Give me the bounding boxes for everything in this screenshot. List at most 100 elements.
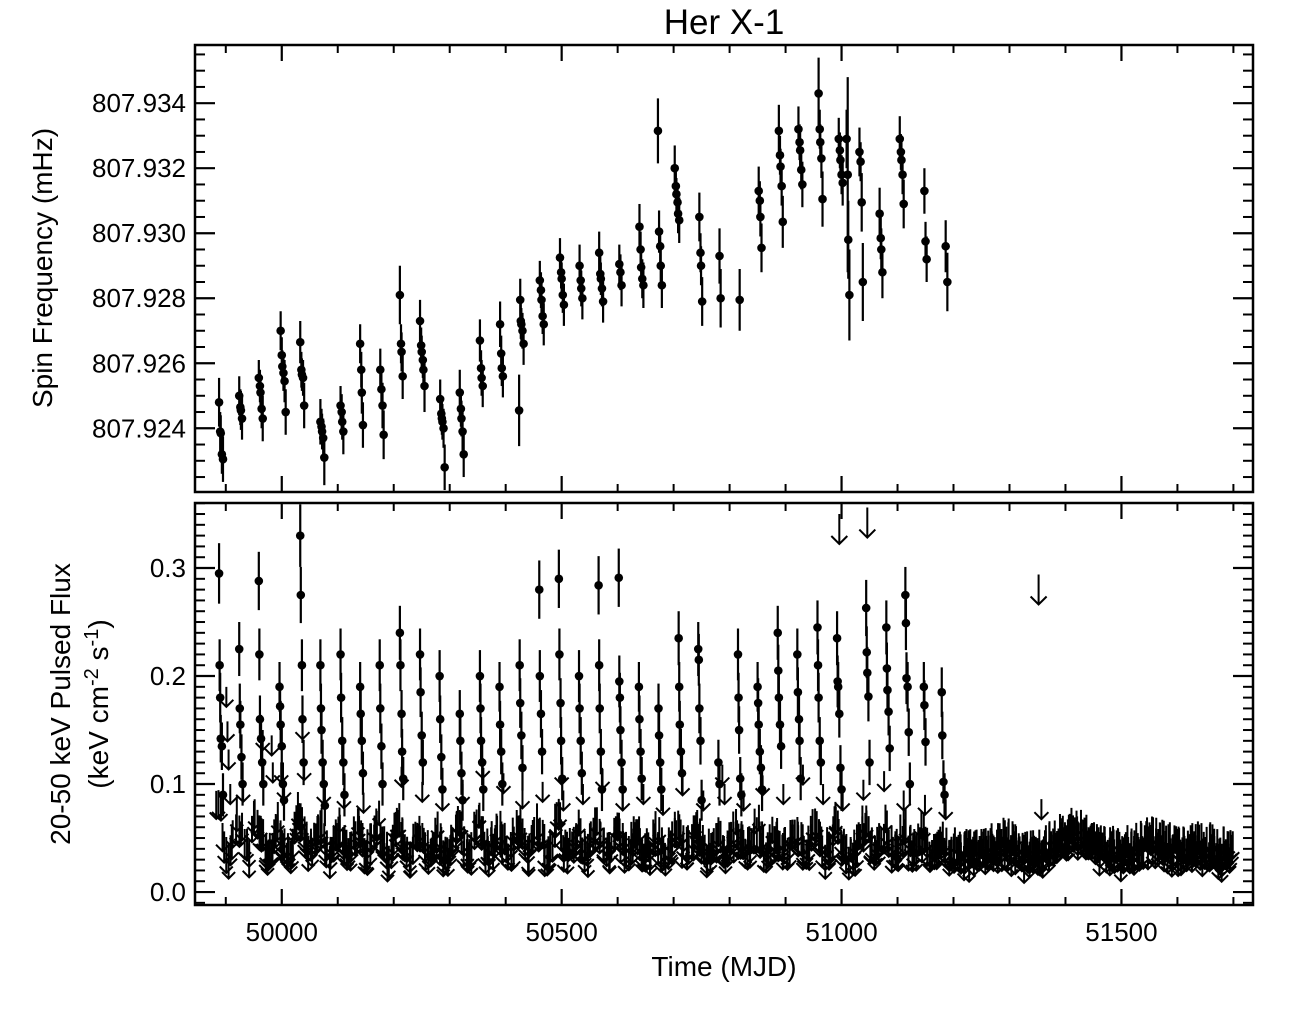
upper-limit-arrow (429, 827, 444, 859)
data-point (920, 186, 929, 196)
data-point (296, 590, 306, 600)
data-point (833, 682, 843, 692)
data-point (375, 704, 385, 713)
data-point (236, 406, 246, 415)
data-point (237, 752, 246, 762)
data-point (654, 731, 664, 740)
upper-limit-arrow (293, 803, 308, 832)
upper-limit-arrow (464, 843, 479, 877)
data-point (618, 785, 627, 794)
data-point (654, 227, 664, 236)
data-point (559, 300, 569, 310)
data-point (899, 199, 908, 209)
data-point (435, 671, 444, 681)
data-point (816, 758, 826, 767)
data-point (756, 763, 766, 773)
upper-limit-arrow (264, 839, 279, 866)
data-point (793, 650, 802, 659)
top-y-axis-label: Spin Frequency (mHz) (27, 128, 58, 408)
upper-limit-arrow (617, 832, 632, 857)
bottom-y-tick-label: 0.3 (150, 553, 186, 583)
data-point (842, 134, 851, 144)
upper-limit-arrow (506, 826, 521, 852)
upper-limit-arrow (426, 832, 442, 864)
data-point (837, 785, 846, 794)
data-point (536, 709, 546, 719)
upper-limit-arrow (213, 796, 229, 822)
upper-limit-arrow (856, 823, 871, 853)
upper-limit-arrow (385, 830, 400, 862)
x-tick-label: 50500 (526, 917, 598, 947)
data-point (884, 707, 893, 716)
unit-superscript: -2 (81, 668, 103, 686)
unit-text: s (83, 646, 114, 668)
upper-limit-arrow (412, 825, 428, 853)
upper-limit-arrow (720, 835, 735, 869)
data-point (795, 736, 804, 746)
data-point (715, 251, 724, 261)
data-point (922, 254, 931, 264)
upper-limit-arrow (381, 845, 397, 879)
upper-limit-arrow (600, 832, 615, 858)
upper-limit-arrow (219, 721, 236, 743)
upper-limit-arrow (571, 809, 586, 837)
data-point (832, 633, 842, 643)
upper-limit-arrow (1033, 799, 1050, 821)
data-point (355, 682, 365, 692)
data-point (716, 293, 725, 303)
upper-limit-arrow (594, 768, 611, 791)
data-point (864, 692, 873, 701)
upper-limit-arrow (1029, 574, 1048, 606)
data-point (498, 779, 507, 789)
data-point (495, 319, 505, 329)
data-point (397, 709, 406, 719)
upper-limit-arrow (294, 719, 311, 741)
data-point (419, 365, 428, 375)
upper-limit-arrow (679, 842, 695, 871)
data-point (255, 650, 264, 659)
data-point (756, 212, 765, 222)
data-point (696, 261, 706, 271)
upper-limit-arrow (577, 842, 592, 874)
data-point (697, 795, 706, 805)
data-point (435, 714, 445, 724)
top-y-tick-label: 807.924 (92, 413, 186, 443)
upper-limit-arrow (876, 771, 892, 793)
x-axis-label: Time (MJD) (651, 951, 796, 982)
data-point (255, 714, 265, 724)
upper-limit-arrow (696, 837, 712, 865)
upper-limit-arrow (951, 834, 966, 867)
data-point (337, 736, 347, 746)
upper-limit-arrow (821, 842, 837, 872)
data-point (695, 704, 704, 713)
data-point (734, 725, 744, 735)
data-point (672, 189, 681, 199)
data-point (295, 337, 305, 347)
data-point (395, 290, 405, 300)
upper-limit-arrow (500, 844, 516, 871)
data-point (495, 720, 505, 729)
data-point (905, 779, 915, 789)
data-point (776, 162, 785, 171)
data-point (396, 660, 405, 670)
upper-limit-arrow (261, 839, 276, 872)
upper-limit-arrow (775, 784, 792, 806)
data-point (577, 768, 587, 778)
bottom-y-tick-label: 0.0 (150, 877, 186, 907)
upper-limit-arrow (709, 823, 724, 854)
upper-limit-arrow (585, 827, 601, 855)
upper-limit-arrow (336, 788, 352, 810)
upper-limit-arrow (830, 514, 849, 546)
upper-limit-arrow (1199, 838, 1214, 871)
upper-limit-arrow (969, 829, 984, 857)
data-point (519, 339, 528, 349)
data-point (655, 241, 665, 251)
upper-limit-arrow (592, 821, 608, 846)
upper-limit-arrow (273, 820, 288, 846)
data-point (295, 531, 305, 540)
upper-limit-arrow (625, 833, 640, 865)
data-point (836, 763, 845, 773)
data-point (557, 274, 566, 284)
unit-text: (keV cm (83, 686, 114, 789)
